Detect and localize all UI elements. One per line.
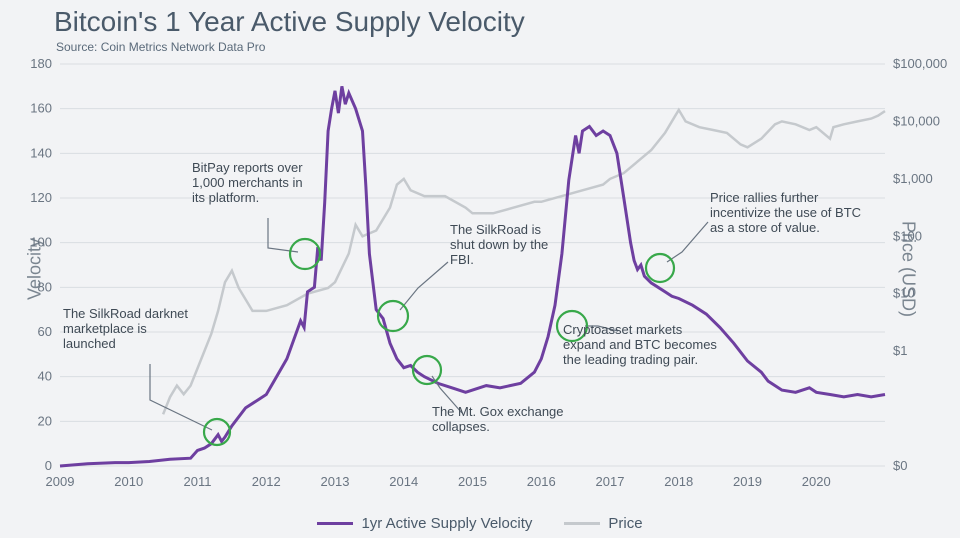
annotation-text: incentivize the use of BTC	[710, 205, 861, 220]
y-left-tick: 60	[38, 324, 52, 339]
x-tick: 2017	[596, 474, 625, 489]
x-tick: 2018	[664, 474, 693, 489]
annotation-text: as a store of value.	[710, 220, 820, 235]
legend-label: 1yr Active Supply Velocity	[361, 515, 532, 532]
annotation-text: 1,000 merchants in	[192, 175, 303, 190]
price-line	[163, 110, 885, 414]
y-left-tick: 140	[30, 145, 52, 160]
annotation-pointer	[268, 218, 298, 252]
x-tick: 2011	[184, 474, 212, 489]
x-tick: 2016	[527, 474, 556, 489]
annotation-circle-icon	[204, 419, 230, 445]
legend-label: Price	[608, 515, 642, 532]
legend-item: Price	[564, 515, 642, 532]
annotation-text: expand and BTC becomes	[563, 337, 717, 352]
y-left-tick: 80	[38, 279, 52, 294]
x-tick: 2014	[389, 474, 418, 489]
y-right-tick: $1	[893, 343, 907, 358]
legend-swatch	[317, 522, 353, 525]
y-left-tick: 40	[38, 369, 52, 384]
annotation-text: shut down by the	[450, 237, 548, 252]
y-right-tick: $10	[893, 286, 915, 301]
x-tick: 2020	[802, 474, 831, 489]
legend-swatch	[564, 522, 600, 525]
annotation-circle-icon	[646, 254, 674, 282]
annotation-text: BitPay reports over	[192, 160, 303, 175]
x-tick: 2012	[252, 474, 281, 489]
y-left-tick: 180	[30, 56, 52, 71]
x-tick: 2015	[458, 474, 487, 489]
annotation-text: collapses.	[432, 419, 490, 434]
annotation-text: the leading trading pair.	[563, 352, 698, 367]
x-tick: 2013	[321, 474, 350, 489]
x-tick: 2010	[114, 474, 143, 489]
y-left-tick: 160	[30, 101, 52, 116]
annotation-circle-icon	[290, 239, 320, 269]
annotation-pointer	[667, 222, 708, 262]
annotation-text: marketplace is	[63, 321, 147, 336]
chart-svg: 0 20 40 60 80 100 120 140 160 180 $0 $1 $10 $100 $1,00…	[0, 0, 960, 538]
annotation-text: its platform.	[192, 190, 259, 205]
annotation-text: The SilkRoad darknet	[63, 306, 188, 321]
chart-container: Bitcoin's 1 Year Active Supply Velocity …	[0, 0, 960, 538]
y-left-tick: 100	[30, 235, 52, 250]
y-right-tick: $0	[893, 458, 907, 473]
annotation-pointer	[400, 262, 448, 310]
annotation-text: Cryptoasset markets	[563, 322, 683, 337]
x-tick: 2019	[733, 474, 762, 489]
y-right-tick: $100	[893, 228, 922, 243]
annotation-pointer	[150, 364, 212, 430]
legend-item: 1yr Active Supply Velocity	[317, 515, 532, 532]
annotation-text: The Mt. Gox exchange	[432, 404, 564, 419]
y-right-tick: $1,000	[893, 171, 933, 186]
legend: 1yr Active Supply Velocity Price	[0, 512, 960, 532]
y-left-tick: 0	[45, 458, 52, 473]
y-right-tick: $10,000	[893, 113, 940, 128]
y-left-tick: 20	[38, 413, 52, 428]
y-right-tick: $100,000	[893, 56, 947, 71]
annotation-text: The SilkRoad is	[450, 222, 542, 237]
y-left-tick: 120	[30, 190, 52, 205]
x-tick: 2009	[46, 474, 75, 489]
annotation-text: FBI.	[450, 252, 474, 267]
annotation-text: launched	[63, 336, 116, 351]
annotation-text: Price rallies further	[710, 190, 819, 205]
